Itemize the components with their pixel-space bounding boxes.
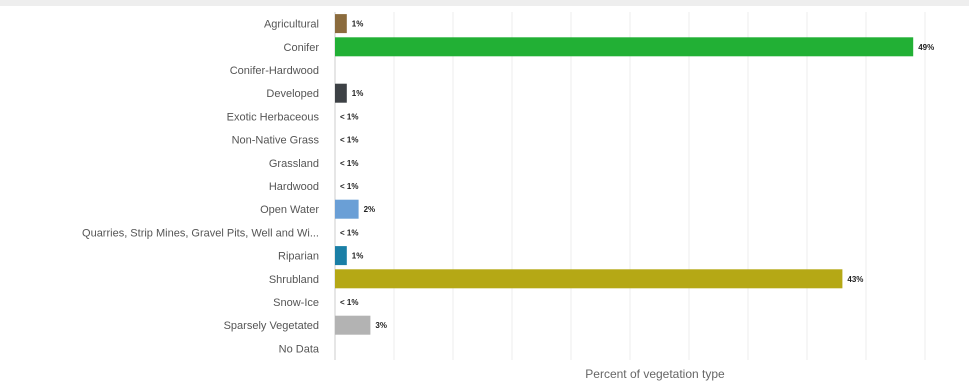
category-label: Conifer bbox=[284, 42, 320, 54]
value-label: < 1% bbox=[340, 228, 358, 237]
category-label: Grassland bbox=[269, 158, 319, 170]
category-label: Open Water bbox=[260, 204, 319, 216]
top-strip bbox=[0, 0, 969, 6]
bar bbox=[335, 199, 359, 219]
category-label: Developed bbox=[266, 88, 319, 100]
value-label: 1% bbox=[352, 89, 364, 98]
category-label: Sparsely Vegetated bbox=[224, 320, 319, 332]
value-label: 1% bbox=[352, 252, 364, 261]
x-axis-title: Percent of vegetation type bbox=[585, 367, 725, 381]
bars bbox=[335, 14, 914, 335]
value-label: 2% bbox=[364, 205, 376, 214]
value-label: 3% bbox=[375, 321, 387, 330]
category-label: Conifer-Hardwood bbox=[230, 65, 319, 77]
bar bbox=[335, 83, 347, 103]
value-label: < 1% bbox=[340, 136, 358, 145]
category-label: Riparian bbox=[278, 251, 319, 263]
bar bbox=[335, 315, 371, 335]
category-label: Snow-Ice bbox=[273, 297, 319, 309]
value-label: 49% bbox=[918, 43, 934, 52]
bar bbox=[335, 14, 347, 34]
category-labels: Agricultural Conifer Conifer-Hardwood Devel… bbox=[82, 19, 320, 356]
category-label: Hardwood bbox=[269, 181, 319, 193]
grid-lines bbox=[393, 12, 926, 360]
category-label: No Data bbox=[279, 343, 320, 355]
category-label: Agricultural bbox=[264, 19, 319, 31]
value-label: < 1% bbox=[340, 182, 358, 191]
value-label: < 1% bbox=[340, 112, 358, 121]
bar bbox=[335, 37, 914, 57]
bar bbox=[335, 246, 347, 266]
value-label: < 1% bbox=[340, 298, 358, 307]
category-label: Non-Native Grass bbox=[232, 135, 320, 147]
category-label: Shrubland bbox=[269, 274, 319, 286]
bar bbox=[335, 269, 843, 289]
category-label: Quarries, Strip Mines, Gravel Pits, Well… bbox=[82, 227, 319, 239]
value-label: 43% bbox=[847, 275, 863, 284]
value-label: < 1% bbox=[340, 159, 358, 168]
value-label: 1% bbox=[352, 20, 364, 29]
value-labels: 1% 49% 1% < 1% < 1% < 1% < 1% 2% < 1% 1% 43% < 1% 3% bbox=[340, 20, 934, 331]
category-label: Exotic Herbaceous bbox=[227, 111, 320, 123]
